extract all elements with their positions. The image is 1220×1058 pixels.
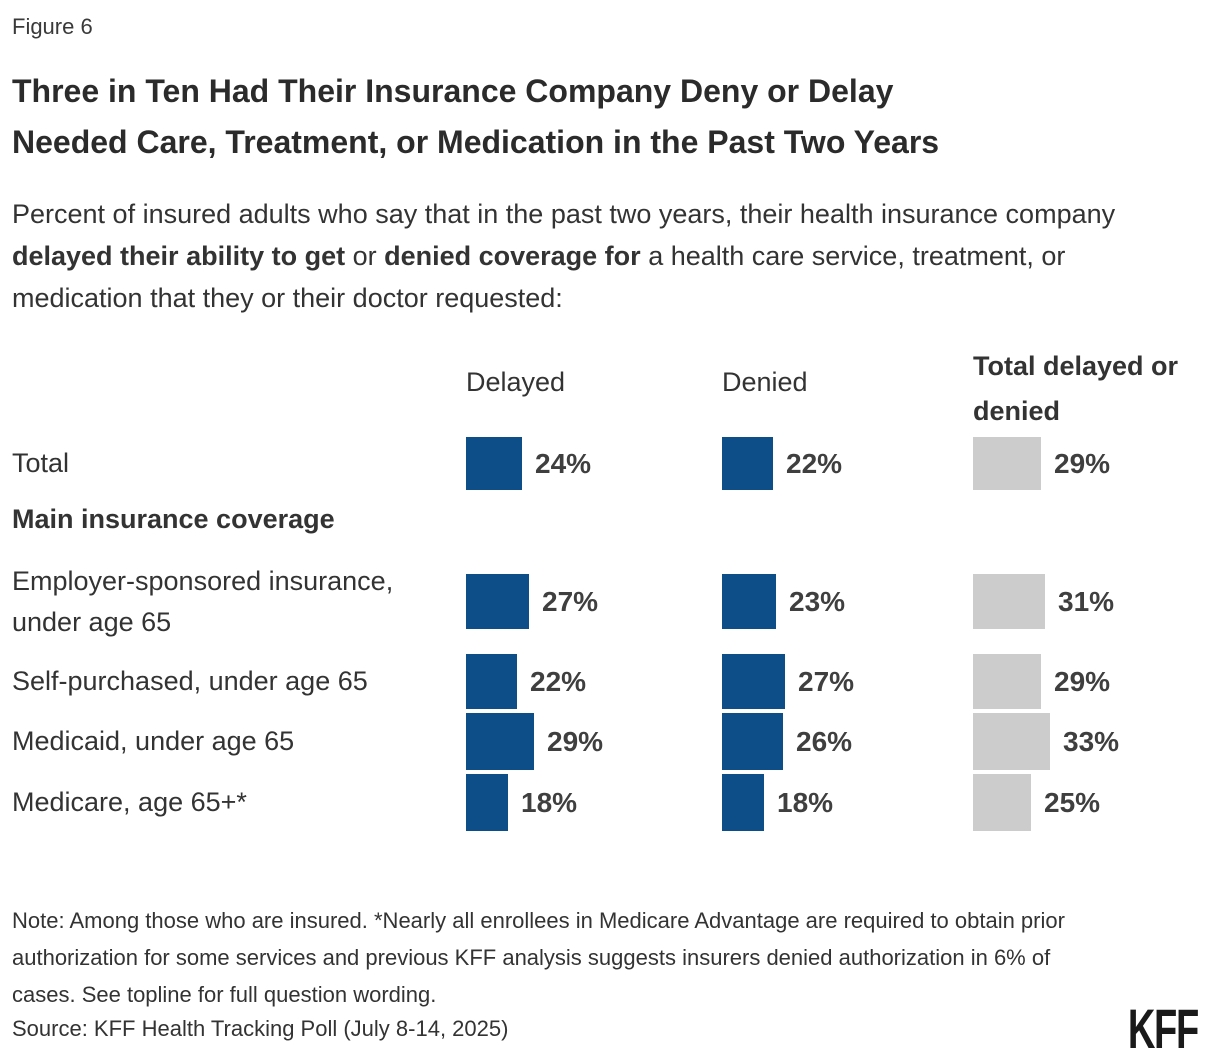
bar-denied-employer-sponsored-insurance-under-age-65 (722, 574, 776, 629)
row-label-medicaid-under-age-65: Medicaid, under age 65 (12, 726, 295, 756)
value-label-delayed-medicare-age-65: 18% (521, 786, 578, 818)
bar-delayed-medicare-age-65 (466, 774, 508, 831)
figure-subtitle: Percent of insured adults who say that i… (12, 193, 1142, 319)
kff-logo: KFF (1128, 997, 1199, 1058)
figure-label: Figure 6 (12, 14, 93, 39)
column-header-total: Total delayed or denied (973, 351, 1179, 426)
bar-denied-self-purchased-under-age-65 (722, 654, 785, 709)
row-label-medicare-age-65: Medicare, age 65+* (12, 787, 247, 817)
subtitle-part-0: Percent of insured adults who say that i… (12, 199, 1116, 229)
row-label-total: Total (12, 448, 70, 478)
value-label-total-delayed-or-denied-employer-sponsored-insurance-under-age-65: 31% (1058, 585, 1115, 617)
column-header-delayed: Delayed (466, 367, 566, 397)
subtitle-part-3: denied coverage for (384, 241, 641, 271)
bar-denied-total (722, 437, 773, 490)
bar-delayed-medicaid-under-age-65 (466, 713, 534, 770)
subtitle-part-4: a health care service, treatment, or med… (12, 241, 1066, 313)
figure-title: Three in Ten Had Their Insurance Company… (12, 66, 1202, 168)
bar-total-delayed-or-denied-medicare-age-65 (973, 774, 1031, 831)
bar-delayed-employer-sponsored-insurance-under-age-65 (466, 574, 529, 629)
bar-delayed-total (466, 437, 522, 490)
value-label-delayed-self-purchased-under-age-65: 22% (530, 665, 587, 697)
value-label-denied-employer-sponsored-insurance-under-age-65: 23% (789, 585, 846, 617)
row-label-self-purchased-under-age-65: Self-purchased, under age 65 (12, 666, 368, 696)
value-label-denied-total: 22% (786, 447, 843, 479)
value-label-delayed-medicaid-under-age-65: 29% (547, 725, 604, 757)
bar-total-delayed-or-denied-self-purchased-under-age-65 (973, 654, 1041, 709)
column-header-denied: Denied (722, 367, 808, 397)
bar-delayed-self-purchased-under-age-65 (466, 654, 517, 709)
subtitle-part-1: delayed their ability to get (12, 241, 346, 271)
value-label-delayed-employer-sponsored-insurance-under-age-65: 27% (542, 585, 599, 617)
bar-denied-medicaid-under-age-65 (722, 713, 783, 770)
note-text: Note: Among those who are insured. *Near… (12, 908, 1065, 1007)
title-line-1: Three in Ten Had Their Insurance Company… (12, 73, 894, 109)
value-label-delayed-total: 24% (535, 447, 592, 479)
value-label-denied-self-purchased-under-age-65: 27% (798, 665, 855, 697)
source-text: Source: KFF Health Tracking Poll (July 8… (12, 1016, 509, 1041)
bar-denied-medicare-age-65 (722, 774, 764, 831)
value-label-total-delayed-or-denied-self-purchased-under-age-65: 29% (1054, 665, 1111, 697)
bar-total-delayed-or-denied-total (973, 437, 1041, 490)
value-label-total-delayed-or-denied-medicaid-under-age-65: 33% (1063, 725, 1120, 757)
value-label-denied-medicare-age-65: 18% (777, 786, 834, 818)
title-line-2: Needed Care, Treatment, or Medication in… (12, 124, 940, 160)
bar-total-delayed-or-denied-medicaid-under-age-65 (973, 713, 1050, 770)
value-label-total-delayed-or-denied-total: 29% (1054, 447, 1111, 479)
value-label-total-delayed-or-denied-medicare-age-65: 25% (1044, 786, 1101, 818)
bar-chart: Delayed Denied Total delayed or denied M… (12, 351, 1179, 831)
section-header-main-insurance: Main insurance coverage (12, 504, 335, 534)
subtitle-part-2: or (345, 241, 385, 271)
row-label-employer-sponsored-insurance-under-age-65: Employer-sponsored insurance, under age … (12, 566, 394, 637)
bar-total-delayed-or-denied-employer-sponsored-insurance-under-age-65 (973, 574, 1045, 629)
value-label-denied-medicaid-under-age-65: 26% (796, 725, 853, 757)
